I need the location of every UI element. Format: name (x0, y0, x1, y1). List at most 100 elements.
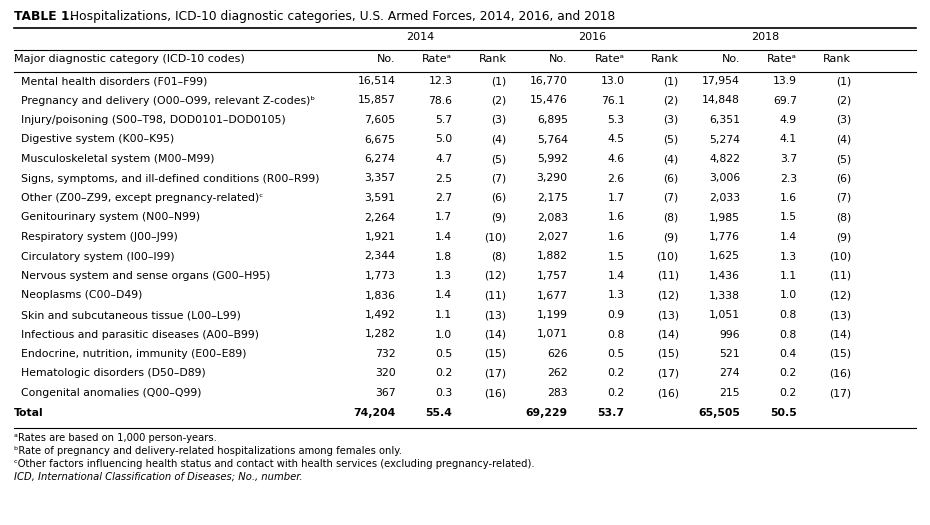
Text: (5): (5) (836, 154, 851, 164)
Text: 1.4: 1.4 (607, 271, 625, 281)
Text: Injury/poisoning (S00–T98, DOD0101–DOD0105): Injury/poisoning (S00–T98, DOD0101–DOD01… (21, 115, 286, 125)
Text: 262: 262 (547, 369, 568, 379)
Text: 16,770: 16,770 (530, 76, 568, 86)
Text: (15): (15) (829, 349, 851, 359)
Text: 1,921: 1,921 (365, 232, 395, 242)
Text: 1.4: 1.4 (435, 290, 452, 300)
Text: 2018: 2018 (751, 32, 779, 42)
Text: (5): (5) (491, 154, 507, 164)
Text: (12): (12) (485, 271, 507, 281)
Text: ᶜOther factors influencing health status and contact with health services (exclu: ᶜOther factors influencing health status… (14, 459, 535, 469)
Text: (15): (15) (485, 349, 507, 359)
Text: (13): (13) (485, 310, 507, 320)
Text: 14,848: 14,848 (702, 96, 740, 106)
Text: 626: 626 (547, 349, 568, 359)
Text: (11): (11) (485, 290, 507, 300)
Text: (3): (3) (491, 115, 507, 125)
Text: 1,773: 1,773 (365, 271, 395, 281)
Text: 0.8: 0.8 (779, 310, 797, 320)
Text: 2,175: 2,175 (537, 193, 568, 203)
Text: Rateᵃ: Rateᵃ (422, 54, 452, 64)
Text: 5,764: 5,764 (537, 134, 568, 144)
Text: Endocrine, nutrition, immunity (E00–E89): Endocrine, nutrition, immunity (E00–E89) (21, 349, 246, 359)
Text: (10): (10) (657, 251, 679, 261)
Text: 4.5: 4.5 (607, 134, 625, 144)
Text: 6,351: 6,351 (709, 115, 740, 125)
Text: (3): (3) (836, 115, 851, 125)
Text: (11): (11) (829, 271, 851, 281)
Text: (14): (14) (485, 330, 507, 340)
Text: 2.6: 2.6 (607, 173, 625, 184)
Text: Rank: Rank (651, 54, 679, 64)
Text: 12.3: 12.3 (429, 76, 452, 86)
Text: 274: 274 (720, 369, 740, 379)
Text: Musculoskeletal system (M00–M99): Musculoskeletal system (M00–M99) (21, 154, 215, 164)
Text: Pregnancy and delivery (O00–O99, relevant Z-codes)ᵇ: Pregnancy and delivery (O00–O99, relevan… (21, 96, 315, 106)
Text: 7,605: 7,605 (365, 115, 395, 125)
Text: (9): (9) (836, 232, 851, 242)
Text: (17): (17) (829, 388, 851, 398)
Text: 5,274: 5,274 (709, 134, 740, 144)
Text: 367: 367 (375, 388, 395, 398)
Text: 1,282: 1,282 (365, 330, 395, 340)
Text: 0.3: 0.3 (435, 388, 452, 398)
Text: 1.4: 1.4 (435, 232, 452, 242)
Text: (8): (8) (836, 213, 851, 223)
Text: 3,591: 3,591 (365, 193, 395, 203)
Text: 4.9: 4.9 (780, 115, 797, 125)
Text: No.: No. (722, 54, 740, 64)
Text: 2,083: 2,083 (537, 213, 568, 223)
Text: Major diagnostic category (ICD-10 codes): Major diagnostic category (ICD-10 codes) (14, 54, 245, 64)
Text: 1,677: 1,677 (537, 290, 568, 300)
Text: 1.3: 1.3 (435, 271, 452, 281)
Text: 6,895: 6,895 (537, 115, 568, 125)
Text: 78.6: 78.6 (429, 96, 452, 106)
Text: 5.7: 5.7 (435, 115, 452, 125)
Text: 0.5: 0.5 (607, 349, 625, 359)
Text: (1): (1) (663, 76, 679, 86)
Text: 1,051: 1,051 (709, 310, 740, 320)
Text: 1.6: 1.6 (607, 213, 625, 223)
Text: Skin and subcutaneous tissue (L00–L99): Skin and subcutaneous tissue (L00–L99) (21, 310, 241, 320)
Text: 74,204: 74,204 (353, 407, 395, 417)
Text: 2014: 2014 (406, 32, 434, 42)
Text: Nervous system and sense organs (G00–H95): Nervous system and sense organs (G00–H95… (21, 271, 271, 281)
Text: 0.8: 0.8 (779, 330, 797, 340)
Text: (12): (12) (657, 290, 679, 300)
Text: (8): (8) (663, 213, 679, 223)
Text: No.: No. (377, 54, 395, 64)
Text: 2,033: 2,033 (709, 193, 740, 203)
Text: 0.8: 0.8 (607, 330, 625, 340)
Text: 17,954: 17,954 (702, 76, 740, 86)
Text: Digestive system (K00–K95): Digestive system (K00–K95) (21, 134, 174, 144)
Text: (7): (7) (663, 193, 679, 203)
Text: 1,199: 1,199 (537, 310, 568, 320)
Text: Respiratory system (J00–J99): Respiratory system (J00–J99) (21, 232, 178, 242)
Text: 3,006: 3,006 (709, 173, 740, 184)
Text: 521: 521 (720, 349, 740, 359)
Text: 2.5: 2.5 (435, 173, 452, 184)
Text: 1.0: 1.0 (435, 330, 452, 340)
Text: 69.7: 69.7 (773, 96, 797, 106)
Text: (6): (6) (491, 193, 507, 203)
Text: 1,436: 1,436 (709, 271, 740, 281)
Text: (11): (11) (657, 271, 679, 281)
Text: (17): (17) (657, 369, 679, 379)
Text: Circulatory system (I00–I99): Circulatory system (I00–I99) (21, 251, 175, 261)
Text: TABLE 1.: TABLE 1. (14, 10, 74, 23)
Text: 2.7: 2.7 (435, 193, 452, 203)
Text: (1): (1) (836, 76, 851, 86)
Text: Infectious and parasitic diseases (A00–B99): Infectious and parasitic diseases (A00–B… (21, 330, 259, 340)
Text: 1,985: 1,985 (709, 213, 740, 223)
Text: 1.6: 1.6 (607, 232, 625, 242)
Text: 2,264: 2,264 (365, 213, 395, 223)
Text: (16): (16) (485, 388, 507, 398)
Text: 0.2: 0.2 (779, 388, 797, 398)
Text: 3,290: 3,290 (537, 173, 568, 184)
Text: (6): (6) (836, 173, 851, 184)
Text: 0.9: 0.9 (607, 310, 625, 320)
Text: Mental health disorders (F01–F99): Mental health disorders (F01–F99) (21, 76, 207, 86)
Text: (4): (4) (663, 154, 679, 164)
Text: (13): (13) (829, 310, 851, 320)
Text: 3,357: 3,357 (365, 173, 395, 184)
